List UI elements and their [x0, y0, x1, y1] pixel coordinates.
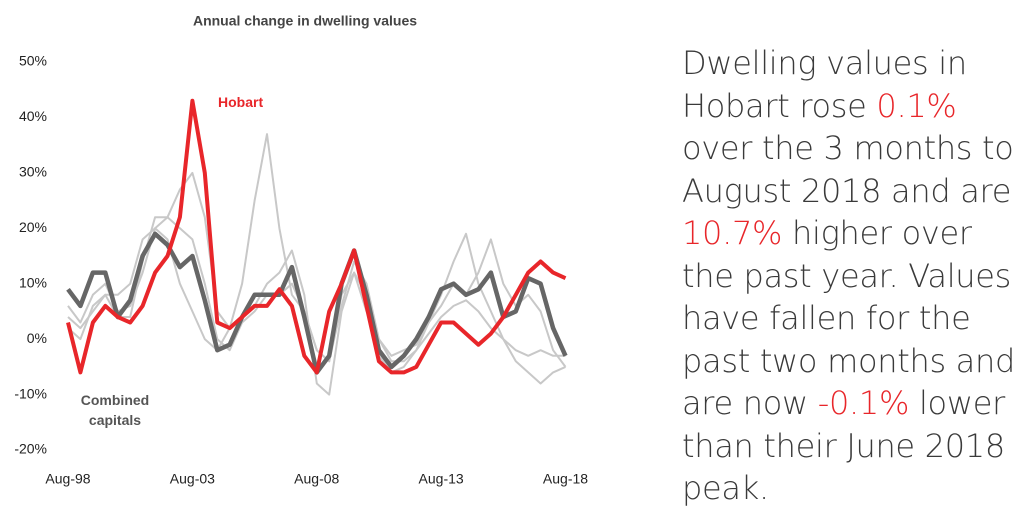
commentary-text: higher over the past year. Values have f…	[682, 214, 1015, 422]
x-tick-label: Aug-13	[419, 471, 464, 487]
chart: Annual change in dwelling values -20% -10…	[14, 13, 588, 487]
series-label: Hobart	[218, 94, 264, 110]
y-tick-label: 50%	[19, 53, 47, 69]
commentary-text: lower than their June 2018 peak.	[682, 384, 1005, 507]
y-tick-label: 20%	[19, 219, 47, 235]
commentary-text: 0.1%	[876, 86, 957, 125]
y-tick-label: 0%	[27, 330, 47, 346]
commentary-text: over the 3 months to August 2018 and are	[682, 129, 1014, 210]
y-tick-label: 10%	[19, 274, 47, 290]
series-label: Combined capitals	[80, 392, 150, 428]
chart-title: Annual change in dwelling values	[193, 13, 417, 29]
commentary-text: Dwelling values in Hobart rose	[682, 44, 967, 125]
x-tick-label: Aug-98	[45, 471, 90, 487]
commentary-text: 10.7%	[682, 214, 783, 252]
y-tick-label: 40%	[19, 108, 47, 124]
commentary-text: -0.1%	[817, 384, 910, 422]
commentary: Dwelling values in Hobart rose 0.1% over…	[682, 42, 1022, 510]
y-tick-label: -20%	[14, 441, 47, 457]
x-tick-label: Aug-03	[170, 471, 215, 487]
y-tick-label: -10%	[14, 385, 47, 401]
x-tick-label: Aug-18	[543, 471, 588, 487]
series-line	[66, 98, 567, 375]
series-line	[67, 133, 567, 368]
y-tick-label: 30%	[19, 164, 47, 180]
x-tick-label: Aug-08	[294, 471, 339, 487]
series-line	[67, 171, 566, 396]
